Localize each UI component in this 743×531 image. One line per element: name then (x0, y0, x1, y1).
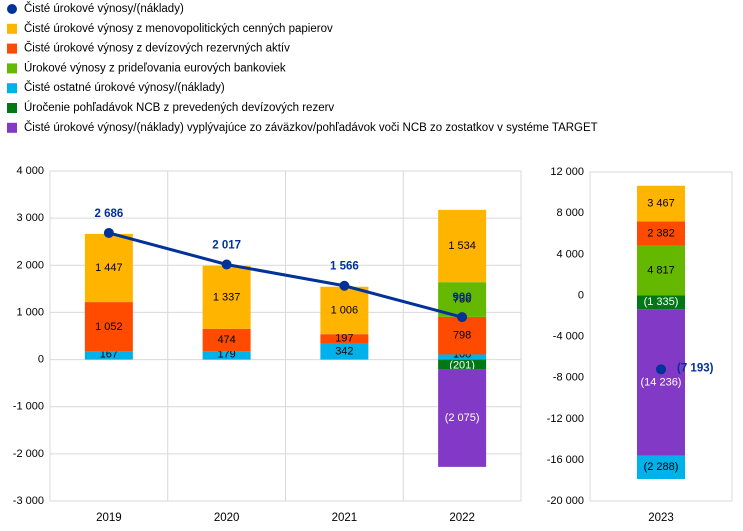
legend: Čisté úrokové výnosy/(náklady) Čisté úrok… (7, 2, 598, 134)
bar-value-label-mpsec: 1 006 (331, 304, 359, 316)
bar-segment-other-2022 (438, 354, 487, 360)
legend-label: Čisté ostatné úrokové výnosy/(náklady) (24, 81, 225, 94)
bar-segment-fx-2020 (202, 328, 251, 352)
total-point-2023 (656, 364, 666, 375)
y-tick-label: 0 (578, 289, 584, 301)
legend-label: Úročenie pohľadávok NCB z prevedených de… (24, 101, 334, 114)
bar-segment-other-2021 (320, 343, 369, 360)
total-point-2021 (339, 280, 350, 291)
legend-marker (7, 4, 17, 14)
bar-value-label-fx: 197 (335, 332, 353, 344)
bar-value-label-ncbfx: (201) (449, 360, 475, 372)
total-point-2020 (221, 259, 232, 270)
legend-marker (7, 63, 17, 74)
bar-value-label-fx: 2 382 (647, 228, 675, 240)
total-value-label: 1 566 (330, 261, 359, 273)
legend-marker (7, 103, 17, 113)
total-value-label: 900 (453, 292, 472, 304)
bar-segment-mpsec-2022 (438, 209, 487, 283)
legend-marker (7, 23, 17, 34)
x-tick-label: 2020 (214, 512, 240, 524)
x-tick-label: 2022 (449, 512, 475, 524)
bar-value-label-target: (2 075) (445, 412, 480, 424)
y-tick-label: -1 000 (13, 401, 44, 413)
bar-value-label-banknotes: 4 817 (647, 265, 675, 277)
total-point-2019 (103, 227, 114, 238)
bar-segment-mpsec-2019 (84, 233, 133, 303)
y-tick-label: 0 (38, 354, 44, 366)
bar-segment-fx-2022 (438, 316, 487, 355)
bar-value-label-mpsec: 1 447 (95, 262, 123, 274)
bar-value-label-fx: 474 (217, 334, 235, 346)
bar-segment-fx-2021 (320, 334, 369, 344)
bar-value-label-target: (14 236) (641, 376, 682, 388)
bar-value-label-other: 179 (217, 349, 235, 361)
bar-segment-other-2019 (84, 351, 133, 360)
bar-segment-mpsec-2020 (202, 265, 251, 329)
legend-label: Čisté úrokové výnosy/(náklady) vyplývajú… (24, 121, 598, 134)
legend-label: Úrokové výnosy z prideľovania eurových b… (24, 61, 286, 74)
y-tick-label: -3 000 (13, 495, 44, 507)
bar-segment-banknotes-2022 (438, 282, 487, 317)
panel-2019-2022: -3 000 -2 000 -1 000 0 1 000 2 000 3 000 4 000 1… (13, 165, 522, 524)
y-tick-label: -16 000 (547, 454, 584, 466)
total-value-label: 2 686 (94, 208, 123, 220)
y-tick-label: -4 000 (553, 331, 584, 343)
bar-value-label-ncbfx: (1 335) (644, 296, 679, 308)
bar-value-label-other: 342 (335, 346, 353, 358)
y-tick-label: 8 000 (556, 207, 584, 219)
bar-value-label-fx: 1 052 (95, 321, 123, 333)
y-tick-label: 1 000 (16, 306, 44, 318)
legend-marker (7, 83, 17, 94)
total-point-2022 (457, 312, 468, 323)
bar-segment-mpsec-2023 (637, 185, 685, 222)
panel-2023: -20 000 -16 000 -12 000 -8 000 -4 000 0 4 000 8… (547, 166, 733, 524)
bar-segment-other-2023 (637, 455, 685, 479)
bar-segment-banknotes-2023 (637, 245, 685, 296)
bar-segment-ncbfx-2022 (438, 359, 487, 370)
bar-value-label-mpsec: 1 534 (448, 240, 476, 252)
bar-value-label-fx: 798 (453, 330, 471, 342)
legend-marker (7, 43, 17, 54)
y-tick-label: -12 000 (547, 413, 584, 425)
x-tick-label: 2023 (648, 512, 674, 524)
bar-segment-mpsec-2021 (320, 286, 369, 335)
y-tick-label: -2 000 (13, 448, 44, 460)
y-tick-label: 2 000 (16, 259, 44, 271)
total-value-label: 2 017 (212, 239, 241, 251)
y-tick-label: 12 000 (550, 166, 584, 178)
x-tick-label: 2021 (332, 512, 358, 524)
legend-marker (7, 122, 17, 133)
bar-value-label-mpsec: 3 467 (647, 198, 675, 210)
bar-value-label-banknotes: 736 (453, 294, 471, 306)
bar-segment-target-2022 (438, 369, 487, 467)
y-tick-label: 4 000 (556, 248, 584, 260)
y-tick-label: -20 000 (547, 495, 584, 507)
legend-label: Čisté úrokové výnosy z devízových rezerv… (24, 42, 290, 55)
x-tick-label: 2019 (96, 512, 122, 524)
total-value-label: (7 193) (677, 362, 714, 374)
bar-segment-fx-2023 (637, 221, 685, 246)
legend-label: Čisté úrokové výnosy/(náklady) (24, 2, 184, 15)
y-tick-label: -8 000 (553, 372, 584, 384)
bar-segment-ncbfx-2023 (637, 295, 685, 310)
total-line (108, 231, 463, 319)
bar-segment-other-2020 (202, 351, 251, 360)
bar-segment-fx-2019 (84, 302, 133, 352)
bar-value-label-other: (2 288) (644, 461, 679, 473)
y-tick-label: 3 000 (16, 212, 44, 224)
legend-label: Čisté úrokové výnosy z menovopolitických… (24, 22, 333, 35)
y-tick-label: 4 000 (16, 165, 44, 177)
bar-value-label-mpsec: 1 337 (213, 291, 241, 303)
plot-frame (589, 171, 733, 502)
bar-segment-target-2023 (637, 309, 685, 456)
